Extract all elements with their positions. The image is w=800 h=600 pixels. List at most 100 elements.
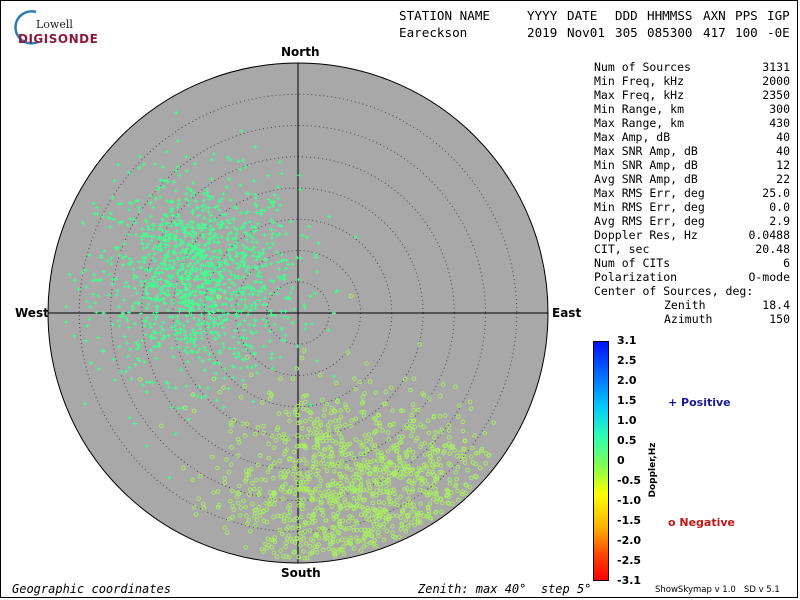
positive-source-point (174, 287, 179, 292)
positive-source-point (91, 201, 96, 206)
positive-source-point (243, 347, 248, 352)
positive-source-point (110, 195, 115, 200)
negative-source-point (222, 525, 228, 530)
negative-source-point (385, 448, 391, 454)
negative-source-point (374, 477, 379, 483)
positive-source-point (231, 334, 236, 339)
positive-source-point (64, 304, 69, 309)
negative-source-point (437, 413, 443, 419)
negative-source-point (336, 549, 341, 555)
negative-source-point (258, 453, 263, 458)
val-station-name: Eareckson (399, 25, 468, 40)
positive-source-point (202, 216, 207, 221)
positive-source-point (155, 187, 160, 192)
positive-source-point (204, 253, 209, 258)
negative-source-point (193, 512, 199, 517)
negative-source-point (428, 516, 434, 521)
positive-source-point (226, 311, 231, 316)
negative-source-point (315, 442, 321, 448)
negative-source-point (425, 505, 431, 511)
negative-source-point (283, 409, 289, 415)
positive-source-point (181, 266, 186, 271)
positive-source-point (282, 277, 287, 282)
negative-source-point (418, 422, 423, 427)
negative-source-point (355, 471, 360, 477)
positive-source-point (199, 276, 204, 281)
stat-value: 2000 (762, 74, 790, 88)
positive-source-point (133, 232, 138, 237)
positive-source-point (181, 294, 186, 299)
negative-source-point (428, 454, 433, 459)
negative-source-point (341, 551, 347, 556)
positive-source-point (206, 246, 211, 251)
positive-source-point (213, 233, 218, 238)
negative-source-point (236, 437, 241, 442)
negative-source-point (447, 435, 452, 440)
positive-source-point (234, 355, 239, 360)
positive-source-point (202, 203, 207, 208)
positive-source-point (175, 164, 180, 169)
positive-source-point (114, 276, 119, 281)
positive-source-point (269, 261, 274, 266)
positive-source-point (138, 279, 143, 284)
negative-source-point (336, 493, 342, 499)
negative-source-point (423, 489, 429, 495)
positive-source-point (232, 226, 237, 231)
negative-source-point (383, 515, 389, 521)
footer-coordinates: Geographic coordinates (12, 582, 171, 596)
positive-source-point (163, 335, 168, 340)
negative-source-point (339, 488, 344, 494)
stat-label: Avg RMS Err, deg (594, 214, 705, 228)
negative-source-point (272, 539, 278, 544)
positive-source-point (179, 219, 184, 224)
positive-source-point (186, 264, 191, 269)
negative-source-point (258, 509, 263, 515)
negative-source-point (361, 544, 367, 549)
negative-source-point (228, 498, 233, 504)
negative-source-point (272, 497, 278, 503)
positive-source-point (161, 184, 166, 189)
positive-source-point (208, 219, 213, 224)
positive-source-point (212, 269, 217, 274)
negative-source-point (226, 469, 232, 475)
negative-source-point (412, 516, 418, 521)
negative-source-point (255, 425, 261, 430)
stat-label: CIT, sec (594, 242, 650, 256)
negative-source-point (303, 418, 308, 424)
positive-source-point (192, 247, 197, 252)
negative-source-point (465, 467, 470, 473)
stat-value: 12 (776, 158, 790, 172)
positive-source-point (236, 322, 241, 327)
positive-source-point (131, 276, 136, 281)
positive-source-point (209, 157, 214, 162)
positive-source-point (190, 327, 195, 332)
positive-source-point (184, 169, 189, 174)
negative-source-point (403, 425, 408, 431)
positive-source-point (185, 231, 190, 236)
negative-source-point (279, 531, 285, 537)
negative-source-point (311, 538, 316, 544)
stat-value: 22 (776, 172, 790, 186)
negative-source-point (341, 544, 346, 549)
val-hhmmss: 085300 (647, 25, 693, 40)
positive-source-point (189, 243, 194, 248)
positive-source-point (270, 235, 275, 240)
positive-source-point (179, 367, 184, 372)
positive-source-point (241, 260, 246, 265)
positive-source-point (181, 261, 186, 266)
positive-source-point (183, 271, 188, 276)
positive-source-point (251, 399, 256, 404)
stat-row: Avg SNR Amp, dB 22 (594, 172, 790, 186)
negative-source-point (357, 503, 363, 509)
positive-source-point (181, 226, 186, 231)
positive-source-point (146, 302, 151, 307)
negative-source-point (431, 481, 437, 486)
negative-source-point (351, 496, 357, 501)
positive-source-point (189, 233, 194, 238)
positive-source-point (190, 265, 195, 270)
positive-source-point (198, 285, 203, 290)
positive-source-point (257, 298, 262, 303)
positive-source-point (208, 257, 213, 262)
negative-source-point (306, 426, 312, 432)
negative-source-point (374, 420, 379, 426)
